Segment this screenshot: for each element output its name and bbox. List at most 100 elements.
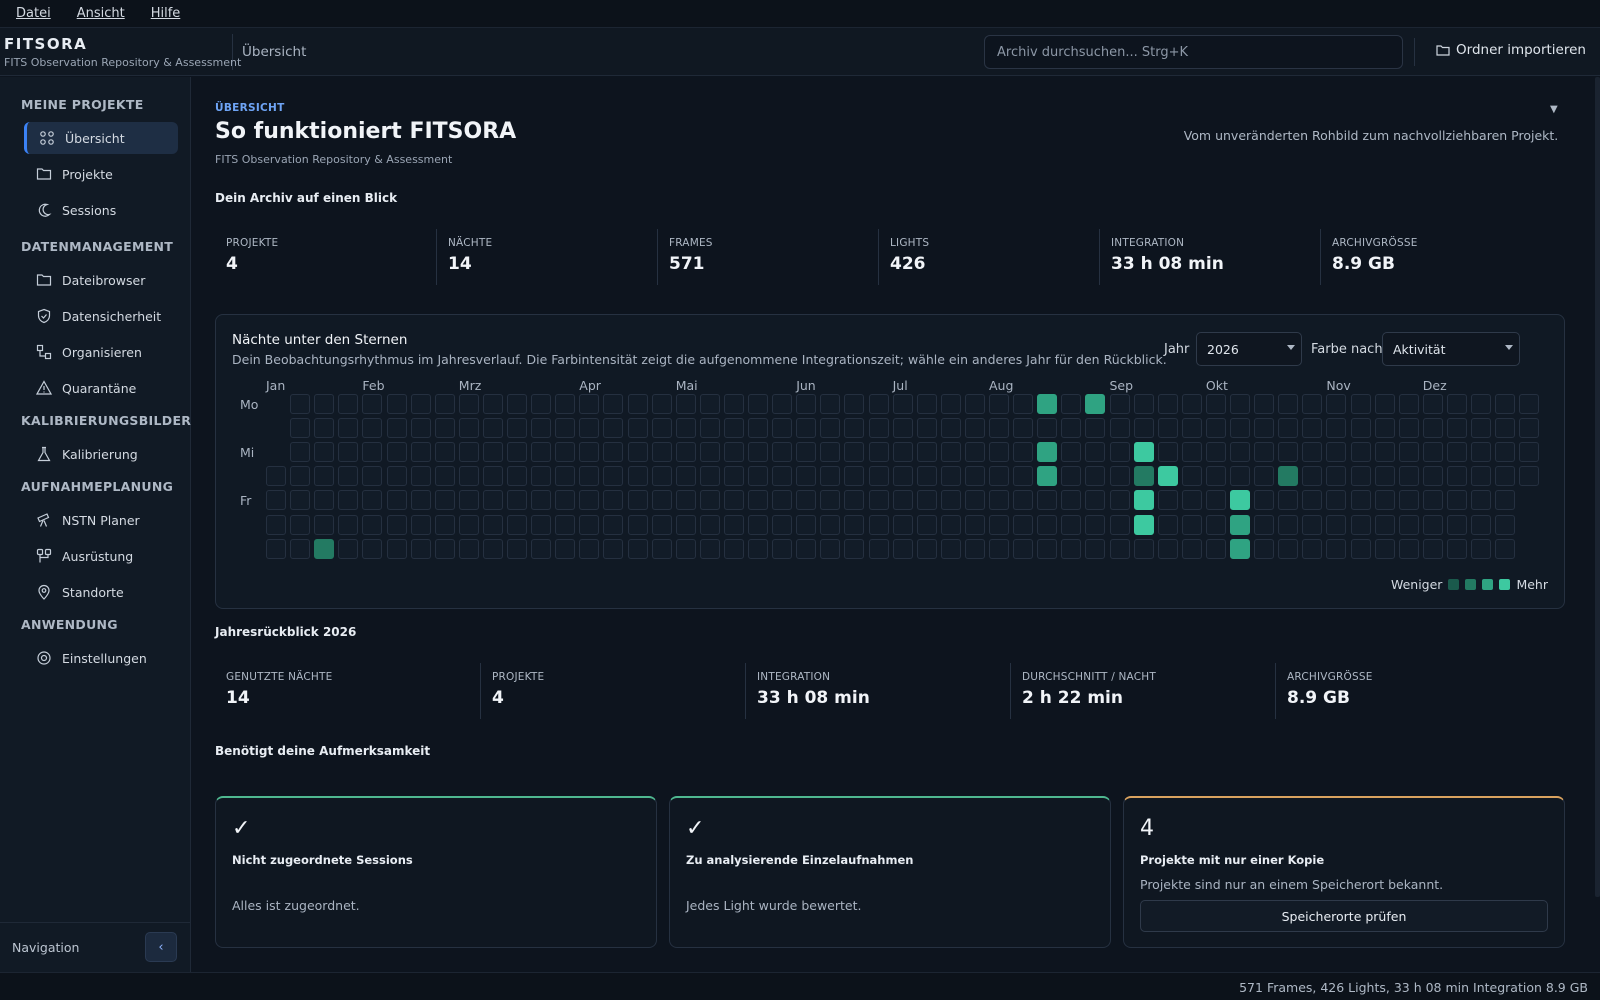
heatmap-cell[interactable]: [338, 490, 359, 511]
heatmap-cell[interactable]: [1205, 394, 1226, 414]
heatmap-cell[interactable]: [1085, 514, 1106, 535]
heatmap-cell[interactable]: [266, 490, 286, 511]
heatmap-cell[interactable]: [507, 514, 527, 535]
heatmap-cell[interactable]: [579, 418, 600, 439]
heatmap-cell[interactable]: [1495, 442, 1516, 463]
heatmap-cell[interactable]: [1157, 490, 1178, 511]
heatmap-cell[interactable]: [1085, 418, 1106, 439]
heatmap-cell[interactable]: [1013, 394, 1034, 414]
heatmap-cell[interactable]: [290, 466, 311, 487]
heatmap-cell[interactable]: [410, 538, 431, 559]
heatmap-cell[interactable]: [1230, 466, 1250, 487]
heatmap-cell[interactable]: [1302, 538, 1323, 559]
heatmap-cell[interactable]: [290, 442, 311, 463]
heatmap-cell[interactable]: [1181, 538, 1202, 559]
heatmap-cell[interactable]: [772, 394, 793, 414]
heatmap-cell[interactable]: [651, 538, 672, 559]
sidebar-item-quarantäne[interactable]: Quarantäne: [0, 370, 190, 406]
heatmap-cell[interactable]: [699, 514, 720, 535]
heatmap-cell[interactable]: [989, 394, 1009, 414]
heatmap-cell[interactable]: [1254, 466, 1275, 487]
heatmap-cell[interactable]: [1013, 538, 1034, 559]
check-storage-button[interactable]: Speicherorte prüfen: [1140, 900, 1548, 932]
heatmap-cell[interactable]: [555, 394, 576, 414]
heatmap-cell[interactable]: [482, 538, 503, 559]
heatmap-cell[interactable]: [1519, 418, 1540, 439]
heatmap-cell[interactable]: [1495, 514, 1516, 535]
heatmap-cell[interactable]: [940, 394, 961, 414]
heatmap-cell[interactable]: [1061, 394, 1082, 414]
heatmap-cell[interactable]: [507, 442, 527, 463]
heatmap-cell[interactable]: [699, 466, 720, 487]
heatmap-cell[interactable]: [1495, 466, 1516, 487]
sidebar-item-organisieren[interactable]: Organisieren: [0, 334, 190, 370]
heatmap-cell[interactable]: [458, 418, 479, 439]
heatmap-cell[interactable]: [1422, 418, 1443, 439]
heatmap-cell[interactable]: [1205, 418, 1226, 439]
heatmap-cell[interactable]: [1085, 394, 1106, 414]
heatmap-cell[interactable]: [1230, 442, 1250, 463]
heatmap-cell[interactable]: [338, 418, 359, 439]
heatmap-cell[interactable]: [699, 418, 720, 439]
heatmap-cell[interactable]: [772, 490, 793, 511]
sidebar-item-projekte[interactable]: Projekte: [0, 156, 190, 192]
heatmap-cell[interactable]: [458, 538, 479, 559]
heatmap-cell[interactable]: [723, 442, 744, 463]
heatmap-cell[interactable]: [989, 466, 1009, 487]
menu-datei[interactable]: Datei: [16, 6, 51, 21]
heatmap-cell[interactable]: [362, 394, 383, 414]
heatmap-cell[interactable]: [458, 490, 479, 511]
heatmap-cell[interactable]: [386, 490, 407, 511]
heatmap-cell[interactable]: [1085, 538, 1106, 559]
heatmap-cell[interactable]: [266, 466, 286, 487]
heatmap-cell[interactable]: [1181, 466, 1202, 487]
heatmap-cell[interactable]: [1471, 394, 1491, 414]
heatmap-cell[interactable]: [555, 490, 576, 511]
heatmap-cell[interactable]: [772, 538, 793, 559]
heatmap-cell[interactable]: [1519, 442, 1540, 463]
heatmap-cell[interactable]: [579, 490, 600, 511]
color-by-select[interactable]: Aktivität: [1382, 332, 1520, 366]
heatmap-cell[interactable]: [699, 538, 720, 559]
heatmap-cell[interactable]: [410, 418, 431, 439]
sidebar-item-kalibrierung[interactable]: Kalibrierung: [0, 436, 190, 472]
brand[interactable]: FITSORA FITS Observation Repository & As…: [0, 33, 241, 70]
heatmap-cell[interactable]: [651, 466, 672, 487]
heatmap-cell[interactable]: [603, 514, 624, 535]
heatmap-cell[interactable]: [699, 490, 720, 511]
heatmap-cell[interactable]: [1254, 442, 1275, 463]
heatmap-cell[interactable]: [1446, 490, 1467, 511]
heatmap-cell[interactable]: [796, 490, 817, 511]
heatmap-cell[interactable]: [1109, 418, 1130, 439]
heatmap-cell[interactable]: [1422, 490, 1443, 511]
heatmap-cell[interactable]: [386, 394, 407, 414]
heatmap-cell[interactable]: [627, 442, 648, 463]
heatmap-cell[interactable]: [820, 394, 841, 414]
heatmap-cell[interactable]: [1278, 490, 1299, 511]
heatmap-cell[interactable]: [1350, 394, 1371, 414]
heatmap-cell[interactable]: [1326, 514, 1347, 535]
heatmap-cell[interactable]: [531, 538, 552, 559]
heatmap-cell[interactable]: [1422, 514, 1443, 535]
heatmap-cell[interactable]: [651, 490, 672, 511]
chevron-down-icon[interactable]: ▼: [1550, 104, 1558, 115]
heatmap-cell[interactable]: [1398, 394, 1419, 414]
heatmap-cell[interactable]: [603, 418, 624, 439]
heatmap-cell[interactable]: [675, 514, 696, 535]
heatmap-cell[interactable]: [1422, 538, 1443, 559]
sidebar-item-nstn-planer[interactable]: NSTN Planer: [0, 502, 190, 538]
heatmap-cell[interactable]: [1109, 538, 1130, 559]
sidebar-item-sessions[interactable]: Sessions: [0, 192, 190, 228]
heatmap-cell[interactable]: [892, 514, 913, 535]
heatmap-cell[interactable]: [1446, 418, 1467, 439]
import-folder-button[interactable]: Ordner importieren: [1436, 42, 1586, 58]
heatmap-cell[interactable]: [1013, 442, 1034, 463]
heatmap-cell[interactable]: [386, 538, 407, 559]
heatmap-cell[interactable]: [964, 466, 985, 487]
heatmap-cell[interactable]: [290, 418, 311, 439]
heatmap-cell[interactable]: [410, 514, 431, 535]
heatmap-cell[interactable]: [1374, 394, 1395, 414]
heatmap-cell[interactable]: [386, 466, 407, 487]
heatmap-cell[interactable]: [820, 466, 841, 487]
search-input[interactable]: Archiv durchsuchen... Strg+K: [984, 35, 1403, 69]
